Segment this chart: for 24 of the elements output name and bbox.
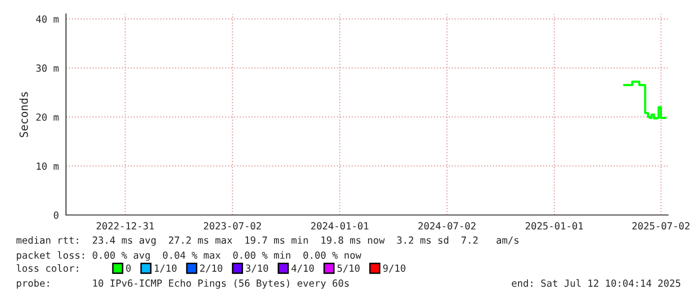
x-tick-label: 2025-01-01	[526, 222, 583, 230]
x-tick-label: 2023-07-02	[204, 222, 261, 230]
x-tick-label: 2024-07-02	[418, 222, 476, 230]
x-tick-label: 2022-12-31	[96, 222, 154, 230]
x-tick-label: 2025-07-02	[632, 222, 690, 230]
legend-label: 4/10	[292, 264, 314, 273]
legend-label: 3/10	[246, 264, 268, 273]
legend-title: loss color:	[16, 264, 78, 272]
y-tick-label: 0	[54, 212, 58, 219]
y-tick-label: 40 m	[36, 15, 59, 23]
y-axis-title: Seconds	[19, 92, 28, 138]
y-tick-label: 10 m	[36, 162, 59, 170]
legend-label: 5/10	[337, 264, 360, 273]
legend-label: 0	[126, 264, 131, 272]
legend-label: 9/10	[383, 264, 406, 273]
y-tick-label: 30 m	[36, 64, 59, 72]
text: end: Sat Jul 12 10:04:14 2025	[512, 279, 680, 287]
legend-label: 1/10	[154, 264, 176, 273]
y-tick-label: 20 m	[36, 113, 59, 121]
x-tick-label: 2024-01-01	[311, 222, 368, 230]
legend-label: 2/10	[200, 264, 222, 273]
text: packet loss: 0.00 % avg 0.04 % max 0.00 % min 0.00 % now	[16, 251, 362, 261]
text: probe: 10 IPv6-ICMP Echo Pings (56 Bytes) every 60s	[16, 279, 349, 289]
text: median rtt: 23.4 ms avg 27.2 ms max 19.7 ms min 19.8 ms now 3.2 ms sd 7.2 am/s	[16, 236, 518, 246]
